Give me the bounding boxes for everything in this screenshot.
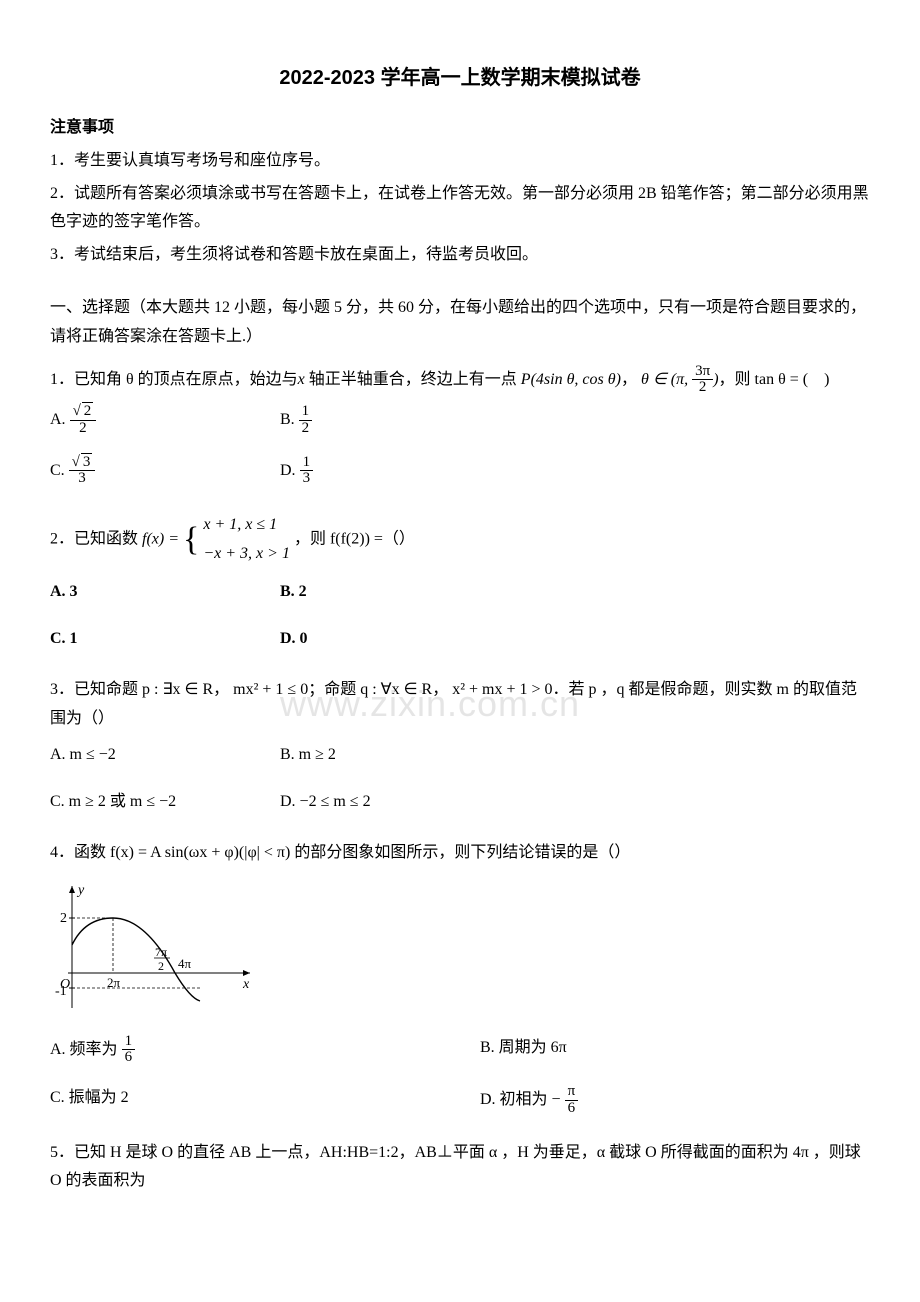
q1-optc-den: 3 xyxy=(69,471,96,487)
q2-options: A. 3 B. 2 xyxy=(50,578,870,617)
q1-interval-num: 3π xyxy=(692,364,713,381)
svg-text:2: 2 xyxy=(60,911,67,926)
q1-option-a: A. √22 xyxy=(50,404,280,437)
q1-optb-label: B. xyxy=(280,411,295,428)
q1-optc-label: C. xyxy=(50,462,65,479)
q1-options-row2: C. √33 D. 13 xyxy=(50,455,870,498)
q3-option-d: D. −2 ≤ m ≤ 2 xyxy=(280,788,510,817)
question-5: 5．已知 H 是球 O 的直径 AB 上一点，AH:HB=1:2，AB⊥平面 α… xyxy=(50,1139,870,1197)
q2-options-row2: C. 1 D. 0 xyxy=(50,625,870,664)
q1-option-c: C. √33 xyxy=(50,455,280,488)
q1-text-b: 轴正半轴重合，终边上有一点 xyxy=(305,371,521,388)
q4-opta-den: 6 xyxy=(122,1050,136,1066)
q2-text-a: 2．已知函数 xyxy=(50,530,142,547)
q4-optd-label: D. 初相为 − xyxy=(480,1091,561,1108)
q4-optd-num: π xyxy=(565,1084,579,1101)
q2-text-b: ，则 f(f(2)) =（） xyxy=(294,530,415,547)
q1-interval-pre: θ ∈ (π, xyxy=(641,371,692,388)
q2-func: f(x) = xyxy=(142,530,183,547)
q2-option-c: C. 1 xyxy=(50,625,280,654)
q1-optb-num: 1 xyxy=(299,404,313,421)
q3-option-a: A. m ≤ −2 xyxy=(50,741,280,770)
q3-option-c: C. m ≥ 2 或 m ≤ −2 xyxy=(50,788,280,817)
notice-heading: 注意事项 xyxy=(50,114,870,143)
svg-text:O: O xyxy=(60,977,70,992)
q4-option-d: D. 初相为 − π6 xyxy=(480,1084,780,1117)
q4-optd-den: 6 xyxy=(565,1101,579,1117)
q1-optd-den: 3 xyxy=(300,471,314,487)
q4-opta-num: 1 xyxy=(122,1034,136,1051)
notice-item-3: 3．考试结束后，考生须将试卷和答题卡放在桌面上，待监考员收回。 xyxy=(50,241,870,270)
svg-text:7π2: 7π2 xyxy=(155,945,167,973)
notice-item-2: 2．试题所有答案必须填涂或书写在答题卡上，在试卷上作答无效。第一部分必须用 2B… xyxy=(50,180,870,238)
exam-title: 2022-2023 学年高一上数学期末模拟试卷 xyxy=(50,60,870,96)
q1-text-c: ， xyxy=(621,371,637,388)
question-4: 4．函数 f(x) = A sin(ωx + φ)(|φ| < π) 的部分图象… xyxy=(50,839,870,868)
q4-options: A. 频率为 16 B. 周期为 6π xyxy=(50,1034,870,1077)
svg-text:y: y xyxy=(76,883,85,898)
svg-text:4π: 4π xyxy=(178,956,192,971)
q2-piece1: x + 1, x ≤ 1 xyxy=(203,511,290,540)
q1-text-a: 1．已知角 θ 的顶点在原点，始边与 xyxy=(50,371,298,388)
q3-options-row2: C. m ≥ 2 或 m ≤ −2 D. −2 ≤ m ≤ 2 xyxy=(50,788,870,827)
q1-option-d: D. 13 xyxy=(280,455,510,488)
svg-text:x: x xyxy=(242,977,250,992)
q1-opta-den: 2 xyxy=(70,421,97,437)
notice-item-1: 1．考生要认真填写考场号和座位序号。 xyxy=(50,147,870,176)
q3-options: A. m ≤ −2 B. m ≥ 2 xyxy=(50,741,870,780)
q4-option-c: C. 振幅为 2 xyxy=(50,1084,480,1117)
q1-point: P(4sin θ, cos θ) xyxy=(521,371,621,388)
section-heading: 一、选择题（本大题共 12 小题，每小题 5 分，共 60 分，在每小题给出的四… xyxy=(50,294,870,352)
q4-options-row2: C. 振幅为 2 D. 初相为 − π6 xyxy=(50,1084,870,1127)
q1-option-b: B. 12 xyxy=(280,404,510,437)
q1-opta-label: A. xyxy=(50,411,66,428)
q2-option-d: D. 0 xyxy=(280,625,510,654)
q4-opta-label: A. 频率为 xyxy=(50,1041,122,1058)
question-2: 2．已知函数 f(x) = { x + 1, x ≤ 1 −x + 3, x >… xyxy=(50,509,870,570)
q2-piece2: −x + 3, x > 1 xyxy=(203,540,290,569)
q1-optd-num: 1 xyxy=(300,455,314,472)
question-1: 1．已知角 θ 的顶点在原点，始边与x 轴正半轴重合，终边上有一点 P(4sin… xyxy=(50,364,870,397)
question-3: 3．已知命题 p : ∃x ∈ R， mx² + 1 ≤ 0；命题 q : ∀x… xyxy=(50,676,870,734)
q1-optd-label: D. xyxy=(280,462,296,479)
q3-option-b: B. m ≥ 2 xyxy=(280,741,510,770)
q2-option-b: B. 2 xyxy=(280,578,510,607)
q2-option-a: A. 3 xyxy=(50,578,280,607)
q4-option-a: A. 频率为 16 xyxy=(50,1034,480,1067)
q1-interval-den: 2 xyxy=(692,380,713,396)
q4-chart: 2 -1 O 2π 7π2 4π y x xyxy=(50,878,870,1024)
q1-optb-den: 2 xyxy=(299,421,313,437)
q1-options: A. √22 B. 12 xyxy=(50,404,870,447)
q1-text-d: ，则 tan θ = ( ) xyxy=(719,371,830,388)
q4-option-b: B. 周期为 6π xyxy=(480,1034,780,1067)
